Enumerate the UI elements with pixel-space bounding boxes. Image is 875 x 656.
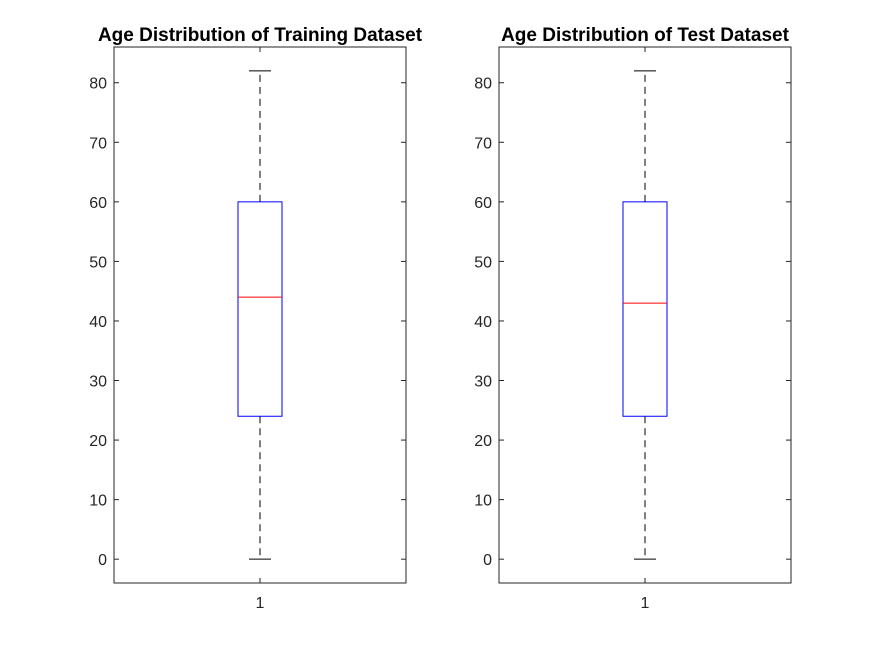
test-chart-title: Age Distribution of Test Dataset xyxy=(501,25,790,46)
y-tick-label: 70 xyxy=(89,135,107,152)
y-tick-label: 60 xyxy=(89,195,107,212)
y-tick-label: 80 xyxy=(474,76,492,93)
y-tick-label: 0 xyxy=(483,552,492,569)
y-tick-label: 10 xyxy=(474,493,492,510)
test-boxplot-panel: Age Distribution of Test Dataset 0 10 20 30… xyxy=(474,25,792,612)
x-tick-label: 1 xyxy=(641,595,650,612)
y-tick-label: 50 xyxy=(474,254,492,271)
y-tick-label: 40 xyxy=(89,314,107,331)
x-tick-label: 1 xyxy=(256,595,265,612)
training-chart-title: Age Distribution of Training Dataset xyxy=(98,25,423,46)
y-tick-label: 10 xyxy=(89,493,107,510)
y-tick-label: 0 xyxy=(98,552,107,569)
y-tick-label: 30 xyxy=(89,374,107,391)
y-tick-label: 60 xyxy=(474,195,492,212)
iqr-box xyxy=(237,201,283,417)
y-tick-label: 20 xyxy=(89,433,107,450)
y-tick-label: 20 xyxy=(474,433,492,450)
y-tick-label: 50 xyxy=(89,254,107,271)
y-tick-label: 30 xyxy=(474,374,492,391)
y-tick-label: 70 xyxy=(474,135,492,152)
y-tick-label: 80 xyxy=(89,76,107,93)
y-tick-label: 40 xyxy=(474,314,492,331)
iqr-box xyxy=(622,201,668,417)
training-boxplot-panel: Age Distribution of Training Dataset 0 10… xyxy=(89,25,423,612)
